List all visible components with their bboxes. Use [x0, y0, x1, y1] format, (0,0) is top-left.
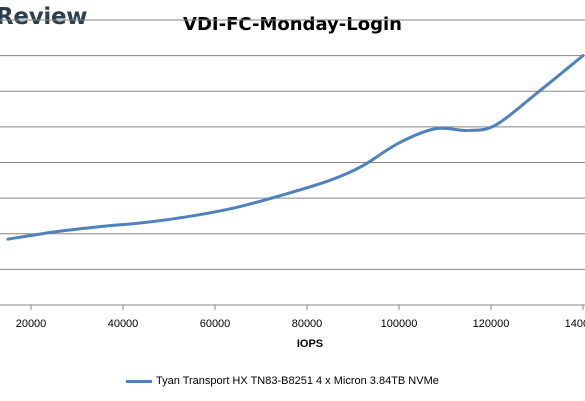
x-tick-label: 20000	[16, 318, 47, 330]
series-group	[6, 54, 585, 241]
x-tick-label: 40000	[108, 318, 139, 330]
legend-label: Tyan Transport HX TN83-B8251 4 x Micron …	[156, 375, 439, 387]
legend: Tyan Transport HX TN83-B8251 4 x Micron …	[126, 375, 439, 387]
x-tick-label: 140000	[565, 318, 585, 330]
gridlines	[0, 19, 585, 270]
series-line	[6, 54, 585, 241]
x-tick-label: 60000	[200, 318, 231, 330]
chart-title: VDI-FC-Monday-Login	[183, 14, 402, 35]
legend-swatch	[126, 379, 152, 383]
x-tick-label: 80000	[292, 318, 323, 330]
x-axis: 20000 40000 60000 80000 100000 120000 140000	[0, 304, 585, 330]
x-axis-label: IOPS	[296, 338, 324, 350]
brand-logo-text: Review	[0, 4, 88, 30]
x-tick-label: 100000	[381, 318, 418, 330]
x-tick-label: 120000	[473, 318, 510, 330]
